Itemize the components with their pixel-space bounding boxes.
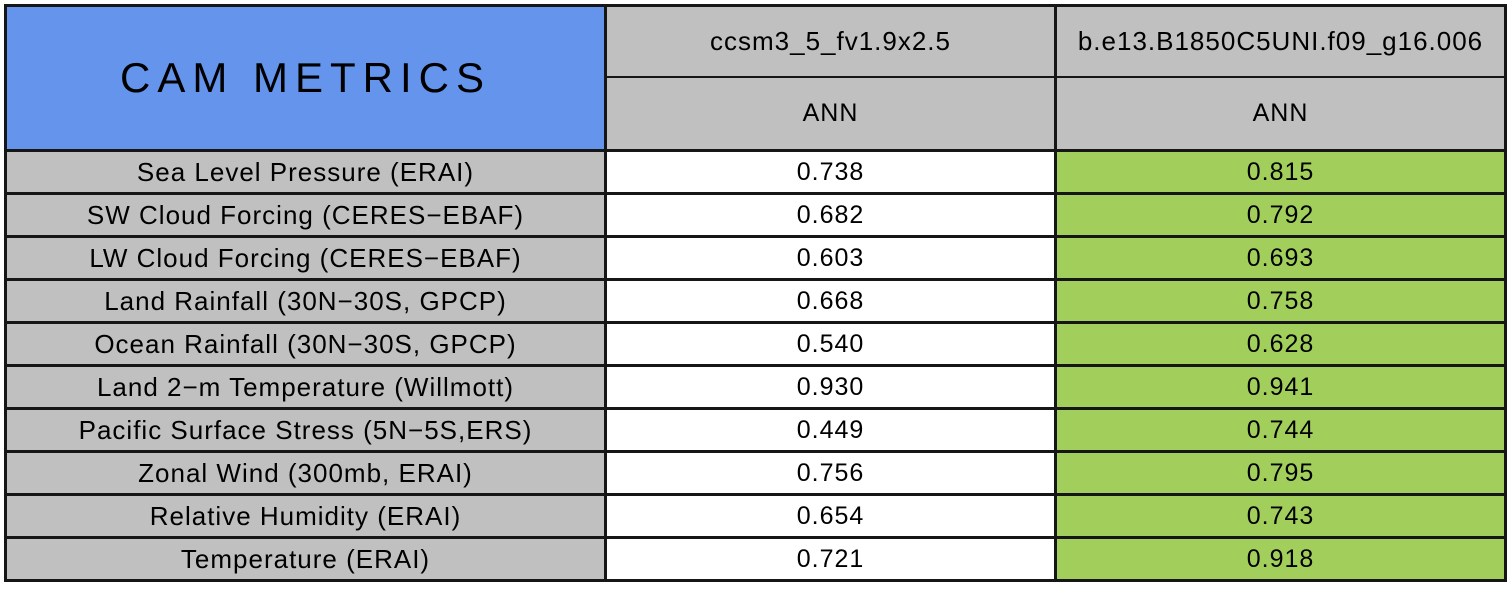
metric-label: Temperature (ERAI) bbox=[4, 536, 607, 582]
table-row: Temperature (ERAI) 0.721 0.918 bbox=[4, 536, 1507, 582]
column-header-season-2: ANN bbox=[1054, 76, 1507, 152]
metric-label: Land Rainfall (30N−30S, GPCP) bbox=[4, 278, 607, 324]
value-baseline: 0.682 bbox=[604, 192, 1057, 238]
column-header-model-2: b.e13.B1850C5UNI.f09_g16.006 bbox=[1054, 4, 1507, 78]
value-highlight: 0.941 bbox=[1054, 364, 1507, 410]
header-row-seasons: ANN ANN bbox=[6, 76, 1507, 152]
value-highlight: 0.758 bbox=[1054, 278, 1507, 324]
table-row: SW Cloud Forcing (CERES−EBAF) 0.682 0.792 bbox=[4, 192, 1507, 238]
metric-label: Pacific Surface Stress (5N−5S,ERS) bbox=[4, 407, 607, 453]
value-highlight: 0.743 bbox=[1054, 493, 1507, 539]
column-header-model-1: ccsm3_5_fv1.9x2.5 bbox=[604, 4, 1057, 78]
value-baseline: 0.668 bbox=[604, 278, 1057, 324]
table-row: Relative Humidity (ERAI) 0.654 0.743 bbox=[4, 493, 1507, 539]
metric-label: Land 2−m Temperature (Willmott) bbox=[4, 364, 607, 410]
value-highlight: 0.795 bbox=[1054, 450, 1507, 496]
header-row-models: CAM METRICS ccsm3_5_fv1.9x2.5 b.e13.B185… bbox=[4, 4, 1507, 152]
metric-label: Sea Level Pressure (ERAI) bbox=[4, 149, 607, 195]
table-row: LW Cloud Forcing (CERES−EBAF) 0.603 0.693 bbox=[4, 235, 1507, 281]
table-row: Zonal Wind (300mb, ERAI) 0.756 0.795 bbox=[4, 450, 1507, 496]
value-baseline: 0.930 bbox=[604, 364, 1057, 410]
metric-label: Relative Humidity (ERAI) bbox=[4, 493, 607, 539]
value-highlight: 0.693 bbox=[1054, 235, 1507, 281]
table-row: Land 2−m Temperature (Willmott) 0.930 0.94… bbox=[4, 364, 1507, 410]
metric-label: SW Cloud Forcing (CERES−EBAF) bbox=[4, 192, 607, 238]
cam-metrics-table: CAM METRICS ccsm3_5_fv1.9x2.5 b.e13.B185… bbox=[4, 4, 1507, 582]
table-row: Ocean Rainfall (30N−30S, GPCP) 0.540 0.628 bbox=[4, 321, 1507, 367]
value-highlight: 0.918 bbox=[1054, 536, 1507, 582]
value-baseline: 0.540 bbox=[604, 321, 1057, 367]
value-highlight: 0.792 bbox=[1054, 192, 1507, 238]
table-title: CAM METRICS bbox=[4, 4, 607, 152]
metric-label: Zonal Wind (300mb, ERAI) bbox=[4, 450, 607, 496]
table-row: Sea Level Pressure (ERAI) 0.738 0.815 bbox=[4, 149, 1507, 195]
value-baseline: 0.654 bbox=[604, 493, 1057, 539]
value-highlight: 0.628 bbox=[1054, 321, 1507, 367]
column-header-season-1: ANN bbox=[604, 76, 1057, 152]
value-baseline: 0.603 bbox=[604, 235, 1057, 281]
value-baseline: 0.738 bbox=[604, 149, 1057, 195]
value-highlight: 0.815 bbox=[1054, 149, 1507, 195]
metric-label: LW Cloud Forcing (CERES−EBAF) bbox=[4, 235, 607, 281]
table-row: Land Rainfall (30N−30S, GPCP) 0.668 0.758 bbox=[4, 278, 1507, 324]
metric-label: Ocean Rainfall (30N−30S, GPCP) bbox=[4, 321, 607, 367]
value-baseline: 0.721 bbox=[604, 536, 1057, 582]
value-highlight: 0.744 bbox=[1054, 407, 1507, 453]
table-row: Pacific Surface Stress (5N−5S,ERS) 0.449 0… bbox=[4, 407, 1507, 453]
value-baseline: 0.449 bbox=[604, 407, 1057, 453]
value-baseline: 0.756 bbox=[604, 450, 1057, 496]
